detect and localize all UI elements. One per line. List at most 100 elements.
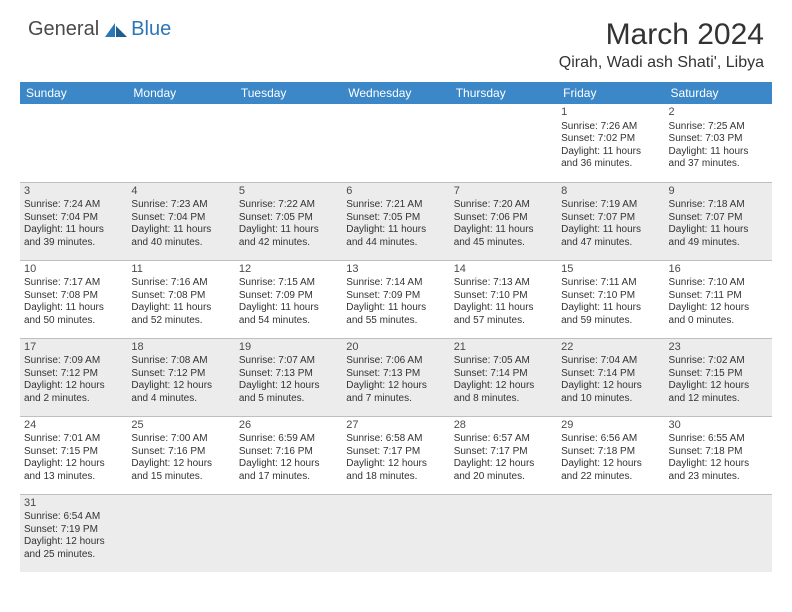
day-number: 25 (131, 419, 230, 433)
sunset-text: Sunset: 7:13 PM (346, 368, 445, 381)
sunset-text: Sunset: 7:07 PM (669, 212, 768, 225)
sunset-text: Sunset: 7:08 PM (131, 290, 230, 303)
calendar-day-cell: 7Sunrise: 7:20 AMSunset: 7:06 PMDaylight… (450, 182, 557, 260)
sunset-text: Sunset: 7:19 PM (24, 524, 123, 537)
calendar-day-cell: 27Sunrise: 6:58 AMSunset: 7:17 PMDayligh… (342, 416, 449, 494)
calendar-day-cell: 4Sunrise: 7:23 AMSunset: 7:04 PMDaylight… (127, 182, 234, 260)
calendar-day-cell: 3Sunrise: 7:24 AMSunset: 7:04 PMDaylight… (20, 182, 127, 260)
daylight-text: and 25 minutes. (24, 549, 123, 562)
daylight-text: Daylight: 11 hours (454, 224, 553, 237)
daylight-text: and 13 minutes. (24, 471, 123, 484)
sunrise-text: Sunrise: 6:54 AM (24, 511, 123, 524)
calendar-day-cell: 19Sunrise: 7:07 AMSunset: 7:13 PMDayligh… (235, 338, 342, 416)
sunset-text: Sunset: 7:09 PM (346, 290, 445, 303)
daylight-text: Daylight: 11 hours (669, 146, 768, 159)
weekday-header: Monday (127, 82, 234, 104)
day-number: 27 (346, 419, 445, 433)
daylight-text: and 57 minutes. (454, 315, 553, 328)
sunrise-text: Sunrise: 6:55 AM (669, 433, 768, 446)
calendar-table: SundayMondayTuesdayWednesdayThursdayFrid… (20, 82, 772, 572)
daylight-text: Daylight: 11 hours (131, 302, 230, 315)
month-title: March 2024 (559, 18, 764, 52)
day-number: 18 (131, 341, 230, 355)
daylight-text: Daylight: 11 hours (561, 224, 660, 237)
sunrise-text: Sunrise: 7:14 AM (346, 277, 445, 290)
daylight-text: and 50 minutes. (24, 315, 123, 328)
day-number: 1 (561, 106, 660, 120)
calendar-day-cell: 2Sunrise: 7:25 AMSunset: 7:03 PMDaylight… (665, 104, 772, 182)
day-number: 20 (346, 341, 445, 355)
day-number: 22 (561, 341, 660, 355)
daylight-text: Daylight: 11 hours (131, 224, 230, 237)
daylight-text: Daylight: 11 hours (24, 224, 123, 237)
logo-text-general: General (28, 18, 99, 41)
calendar-day-cell: 5Sunrise: 7:22 AMSunset: 7:05 PMDaylight… (235, 182, 342, 260)
calendar-week-row: 1Sunrise: 7:26 AMSunset: 7:02 PMDaylight… (20, 104, 772, 182)
calendar-day-cell: 10Sunrise: 7:17 AMSunset: 7:08 PMDayligh… (20, 260, 127, 338)
calendar-week-row: 31Sunrise: 6:54 AMSunset: 7:19 PMDayligh… (20, 494, 772, 572)
sunrise-text: Sunrise: 7:22 AM (239, 199, 338, 212)
daylight-text: Daylight: 11 hours (24, 302, 123, 315)
weekday-header: Thursday (450, 82, 557, 104)
daylight-text: and 54 minutes. (239, 315, 338, 328)
calendar-empty-cell (450, 104, 557, 182)
calendar-day-cell: 21Sunrise: 7:05 AMSunset: 7:14 PMDayligh… (450, 338, 557, 416)
calendar-week-row: 17Sunrise: 7:09 AMSunset: 7:12 PMDayligh… (20, 338, 772, 416)
day-number: 7 (454, 185, 553, 199)
sunset-text: Sunset: 7:17 PM (454, 446, 553, 459)
daylight-text: Daylight: 12 hours (669, 302, 768, 315)
daylight-text: Daylight: 12 hours (24, 380, 123, 393)
daylight-text: and 7 minutes. (346, 393, 445, 406)
sunrise-text: Sunrise: 7:05 AM (454, 355, 553, 368)
calendar-day-cell: 13Sunrise: 7:14 AMSunset: 7:09 PMDayligh… (342, 260, 449, 338)
calendar-day-cell: 31Sunrise: 6:54 AMSunset: 7:19 PMDayligh… (20, 494, 127, 572)
calendar-day-cell: 15Sunrise: 7:11 AMSunset: 7:10 PMDayligh… (557, 260, 664, 338)
day-number: 6 (346, 185, 445, 199)
daylight-text: and 22 minutes. (561, 471, 660, 484)
sunset-text: Sunset: 7:13 PM (239, 368, 338, 381)
daylight-text: and 18 minutes. (346, 471, 445, 484)
sunrise-text: Sunrise: 7:24 AM (24, 199, 123, 212)
daylight-text: and 5 minutes. (239, 393, 338, 406)
daylight-text: and 47 minutes. (561, 237, 660, 250)
daylight-text: Daylight: 11 hours (561, 302, 660, 315)
sunset-text: Sunset: 7:11 PM (669, 290, 768, 303)
calendar-empty-cell (127, 104, 234, 182)
sunrise-text: Sunrise: 7:17 AM (24, 277, 123, 290)
sunrise-text: Sunrise: 6:57 AM (454, 433, 553, 446)
logo: General Blue (28, 18, 171, 41)
sunrise-text: Sunrise: 7:25 AM (669, 121, 768, 134)
daylight-text: Daylight: 12 hours (346, 458, 445, 471)
daylight-text: and 15 minutes. (131, 471, 230, 484)
sunrise-text: Sunrise: 7:02 AM (669, 355, 768, 368)
sunrise-text: Sunrise: 7:16 AM (131, 277, 230, 290)
weekday-header: Wednesday (342, 82, 449, 104)
sunset-text: Sunset: 7:03 PM (669, 133, 768, 146)
day-number: 17 (24, 341, 123, 355)
day-number: 9 (669, 185, 768, 199)
calendar-day-cell: 24Sunrise: 7:01 AMSunset: 7:15 PMDayligh… (20, 416, 127, 494)
day-number: 13 (346, 263, 445, 277)
sunrise-text: Sunrise: 7:09 AM (24, 355, 123, 368)
weekday-header: Tuesday (235, 82, 342, 104)
daylight-text: Daylight: 12 hours (561, 380, 660, 393)
daylight-text: and 45 minutes. (454, 237, 553, 250)
calendar-empty-cell (235, 104, 342, 182)
daylight-text: Daylight: 12 hours (239, 458, 338, 471)
daylight-text: Daylight: 11 hours (346, 224, 445, 237)
daylight-text: Daylight: 12 hours (24, 536, 123, 549)
sunrise-text: Sunrise: 6:56 AM (561, 433, 660, 446)
sunset-text: Sunset: 7:04 PM (131, 212, 230, 225)
title-block: March 2024 Qirah, Wadi ash Shati', Libya (559, 18, 764, 72)
daylight-text: Daylight: 12 hours (561, 458, 660, 471)
calendar-empty-cell (127, 494, 234, 572)
day-number: 8 (561, 185, 660, 199)
day-number: 19 (239, 341, 338, 355)
sunrise-text: Sunrise: 7:18 AM (669, 199, 768, 212)
sunset-text: Sunset: 7:16 PM (131, 446, 230, 459)
sunset-text: Sunset: 7:10 PM (454, 290, 553, 303)
sunrise-text: Sunrise: 7:11 AM (561, 277, 660, 290)
weekday-header: Friday (557, 82, 664, 104)
calendar-empty-cell (450, 494, 557, 572)
daylight-text: Daylight: 12 hours (454, 458, 553, 471)
